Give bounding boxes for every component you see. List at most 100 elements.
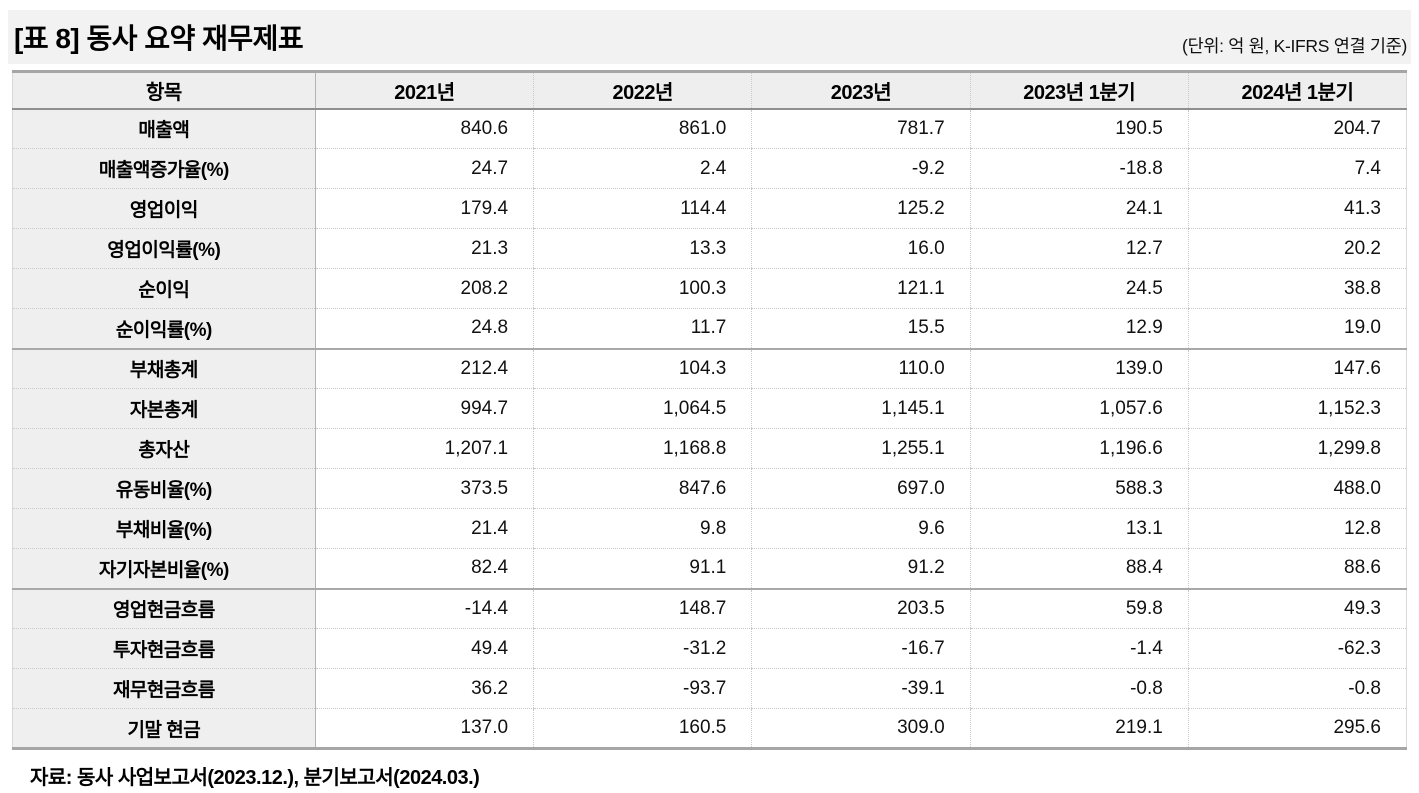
value-cell: 7.4 <box>1187 148 1407 189</box>
value-cell: 49.4 <box>314 628 534 669</box>
value-cell: 373.5 <box>314 468 534 509</box>
column-header-2024q1: 2024년 1분기 <box>1187 71 1407 110</box>
row-label: 순이익 <box>12 268 316 309</box>
value-cell: 179.4 <box>314 188 534 229</box>
row-label: 매출액증가율(%) <box>12 148 316 189</box>
value-cell: 203.5 <box>751 588 971 629</box>
row-label: 자본총계 <box>12 388 316 429</box>
value-cell: -39.1 <box>751 668 971 709</box>
value-cell: 1,196.6 <box>969 428 1189 469</box>
value-cell: 11.7 <box>533 308 752 350</box>
value-cell: -0.8 <box>969 668 1189 709</box>
value-cell: -1.4 <box>969 628 1189 669</box>
row-label: 영업이익률(%) <box>12 228 316 269</box>
value-cell: 82.4 <box>314 548 534 590</box>
table-row: 재무현금흐름 36.2 -93.7 -39.1 -0.8 -0.8 <box>12 668 1407 709</box>
value-cell: 59.8 <box>969 588 1189 629</box>
value-cell: 1,299.8 <box>1187 428 1407 469</box>
value-cell: 12.7 <box>969 228 1189 269</box>
row-label: 기말 현금 <box>12 708 316 749</box>
row-label: 매출액 <box>12 108 316 149</box>
column-header-2021: 2021년 <box>314 71 534 110</box>
column-header-2022: 2022년 <box>533 71 752 110</box>
value-cell: 13.1 <box>969 508 1189 549</box>
value-cell: -93.7 <box>533 668 752 709</box>
value-cell: 147.6 <box>1187 348 1407 389</box>
value-cell: 1,057.6 <box>969 388 1189 429</box>
value-cell: 160.5 <box>533 708 752 749</box>
table-row: 자기자본비율(%) 82.4 91.1 91.2 88.4 88.6 <box>12 548 1407 590</box>
value-cell: 41.3 <box>1187 188 1407 229</box>
value-cell: 121.1 <box>751 268 971 309</box>
value-cell: 588.3 <box>969 468 1189 509</box>
value-cell: 24.7 <box>314 148 534 189</box>
value-cell: 204.7 <box>1187 108 1407 149</box>
table-row: 매출액 840.6 861.0 781.7 190.5 204.7 <box>12 108 1407 149</box>
table-row: 총자산 1,207.1 1,168.8 1,255.1 1,196.6 1,299.8 <box>12 428 1407 469</box>
table-row: 부채비율(%) 21.4 9.8 9.6 13.1 12.8 <box>12 508 1407 549</box>
value-cell: 219.1 <box>969 708 1189 749</box>
value-cell: 697.0 <box>751 468 971 509</box>
row-label: 자기자본비율(%) <box>12 548 316 590</box>
column-header-2023: 2023년 <box>751 71 971 110</box>
row-label: 영업현금흐름 <box>12 588 316 629</box>
value-cell: 110.0 <box>751 348 971 389</box>
value-cell: 1,255.1 <box>751 428 971 469</box>
value-cell: 15.5 <box>751 308 971 350</box>
source-note: 자료: 동사 사업보고서(2023.12.), 분기보고서(2024.03.) <box>30 767 480 789</box>
header-row: 항목 2021년 2022년 2023년 2023년 1분기 2024년 1분기 <box>12 71 1407 110</box>
value-cell: -31.2 <box>533 628 752 669</box>
value-cell: 12.9 <box>969 308 1189 350</box>
column-header-item: 항목 <box>12 71 316 110</box>
row-label: 투자현금흐름 <box>12 628 316 669</box>
value-cell: 36.2 <box>314 668 534 709</box>
value-cell: 1,145.1 <box>751 388 971 429</box>
table-body: 매출액 840.6 861.0 781.7 190.5 204.7 매출액증가율(%) 24.… <box>12 108 1407 749</box>
row-label: 유동비율(%) <box>12 468 316 509</box>
value-cell: 212.4 <box>314 348 534 389</box>
table-header: 항목 2021년 2022년 2023년 2023년 1분기 2024년 1분기 <box>12 71 1407 110</box>
table-row: 순이익률(%) 24.8 11.7 15.5 12.9 19.0 <box>12 308 1407 350</box>
value-cell: 148.7 <box>533 588 752 629</box>
table-row: 유동비율(%) 373.5 847.6 697.0 588.3 488.0 <box>12 468 1407 509</box>
value-cell: -9.2 <box>751 148 971 189</box>
value-cell: 125.2 <box>751 188 971 229</box>
value-cell: 16.0 <box>751 228 971 269</box>
value-cell: 9.6 <box>751 508 971 549</box>
value-cell: 13.3 <box>533 228 752 269</box>
table-row: 자본총계 994.7 1,064.5 1,145.1 1,057.6 1,152.3 <box>12 388 1407 429</box>
value-cell: 12.8 <box>1187 508 1407 549</box>
value-cell: 19.0 <box>1187 308 1407 350</box>
value-cell: 88.4 <box>969 548 1189 590</box>
value-cell: 91.1 <box>533 548 752 590</box>
value-cell: 1,152.3 <box>1187 388 1407 429</box>
table-row: 투자현금흐름 49.4 -31.2 -16.7 -1.4 -62.3 <box>12 628 1407 669</box>
value-cell: -18.8 <box>969 148 1189 189</box>
value-cell: 49.3 <box>1187 588 1407 629</box>
financial-summary-table: 항목 2021년 2022년 2023년 2023년 1분기 2024년 1분기… <box>12 70 1407 750</box>
row-label: 재무현금흐름 <box>12 668 316 709</box>
row-label: 순이익률(%) <box>12 308 316 350</box>
table-row: 영업이익 179.4 114.4 125.2 24.1 41.3 <box>12 188 1407 229</box>
value-cell: 137.0 <box>314 708 534 749</box>
value-cell: 840.6 <box>314 108 534 149</box>
value-cell: 994.7 <box>314 388 534 429</box>
value-cell: 9.8 <box>533 508 752 549</box>
value-cell: -0.8 <box>1187 668 1407 709</box>
value-cell: 295.6 <box>1187 708 1407 749</box>
value-cell: 24.8 <box>314 308 534 350</box>
value-cell: 21.3 <box>314 228 534 269</box>
value-cell: 1,168.8 <box>533 428 752 469</box>
value-cell: -14.4 <box>314 588 534 629</box>
table-row: 순이익 208.2 100.3 121.1 24.5 38.8 <box>12 268 1407 309</box>
value-cell: 309.0 <box>751 708 971 749</box>
row-label: 총자산 <box>12 428 316 469</box>
row-label: 부채비율(%) <box>12 508 316 549</box>
row-label: 영업이익 <box>12 188 316 229</box>
row-label: 부채총계 <box>12 348 316 389</box>
table-row: 부채총계 212.4 104.3 110.0 139.0 147.6 <box>12 348 1407 389</box>
value-cell: -62.3 <box>1187 628 1407 669</box>
value-cell: 488.0 <box>1187 468 1407 509</box>
value-cell: 861.0 <box>533 108 752 149</box>
